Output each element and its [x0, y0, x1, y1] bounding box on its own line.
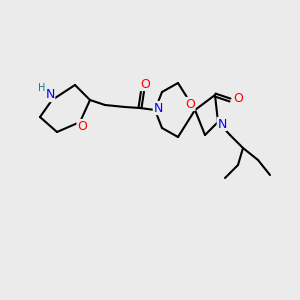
Text: H: H	[38, 83, 46, 93]
Text: O: O	[233, 92, 243, 104]
Text: N: N	[153, 101, 163, 115]
Text: N: N	[45, 88, 55, 101]
Text: O: O	[185, 98, 195, 110]
Text: N: N	[217, 118, 227, 130]
Text: O: O	[77, 119, 87, 133]
Text: O: O	[140, 77, 150, 91]
